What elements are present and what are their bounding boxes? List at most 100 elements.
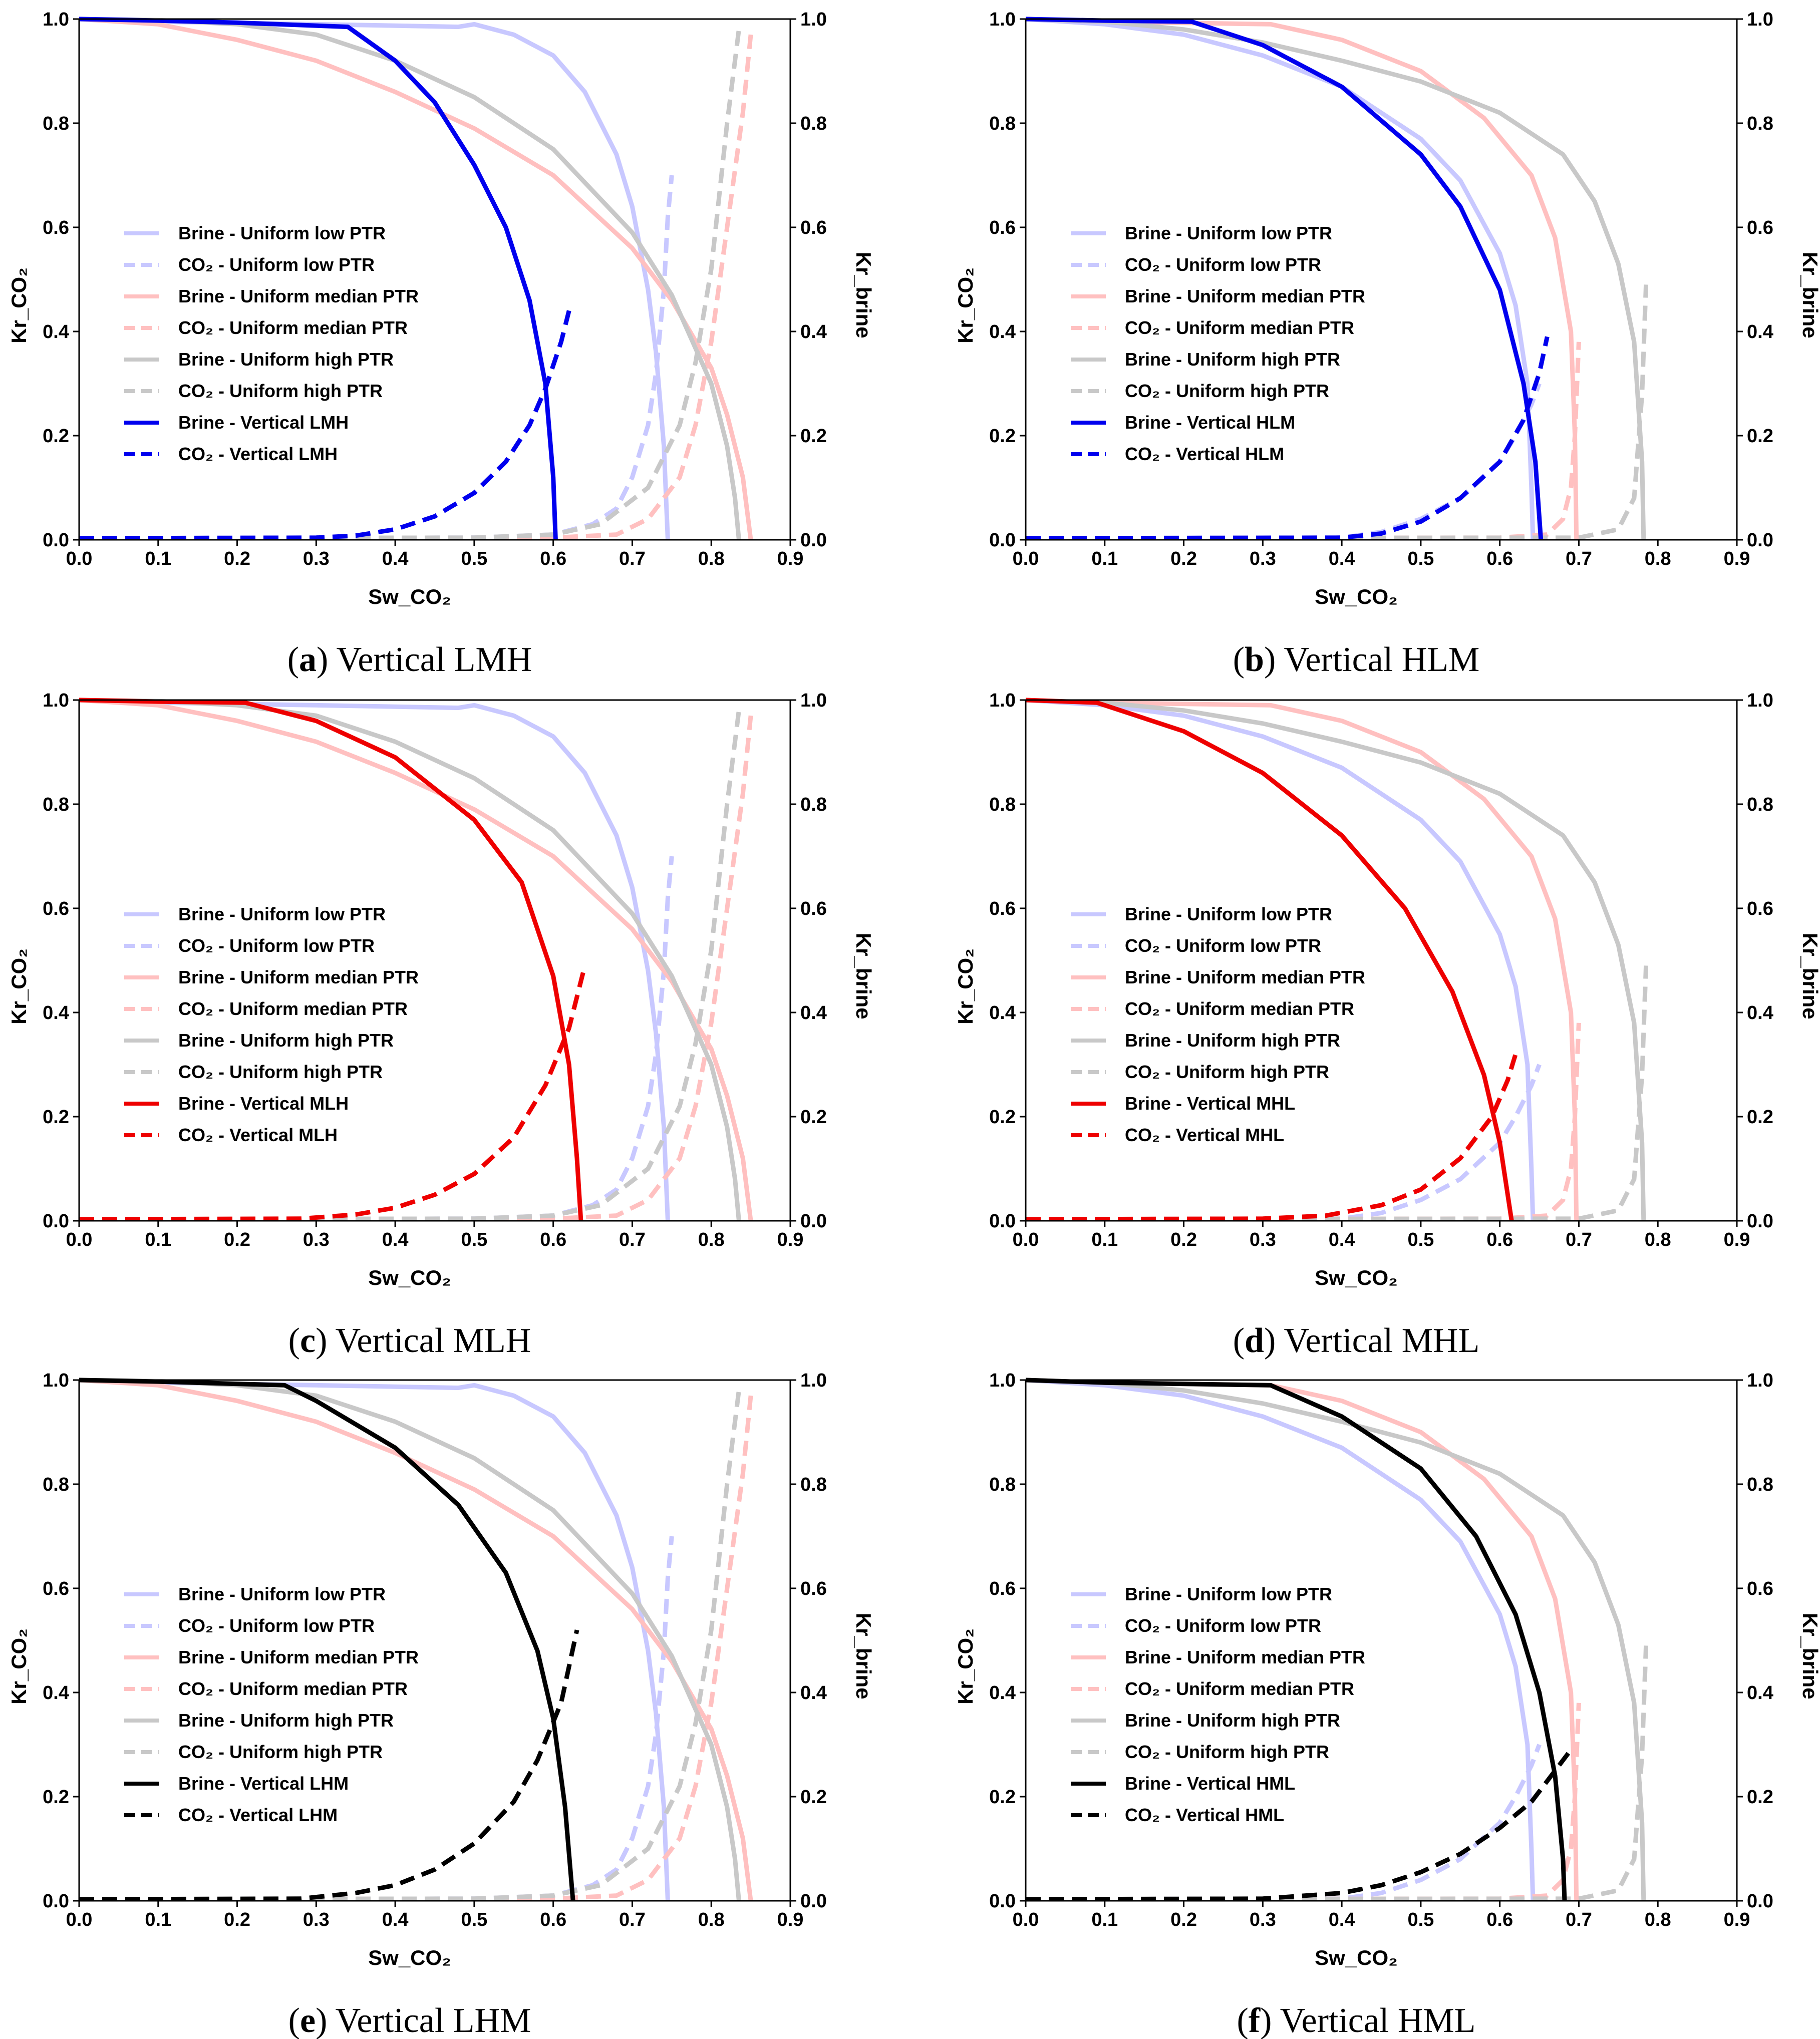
caption-text: Vertical LHM xyxy=(336,2001,531,2039)
y-tick-label-left: 0.0 xyxy=(989,1891,1016,1912)
legend-label: CO₂ - Vertical MHL xyxy=(1125,1125,1284,1145)
x-tick-label: 0.0 xyxy=(1013,1909,1039,1930)
y-tick-label-left: 0.0 xyxy=(43,1891,69,1912)
panel-caption: (a) Vertical LMH xyxy=(287,640,532,679)
y-tick-label-left: 1.0 xyxy=(43,690,69,711)
caption-close-paren: ) xyxy=(316,2001,336,2039)
x-tick-label: 0.2 xyxy=(1170,1229,1197,1250)
legend-label: CO₂ - Uniform low PTR xyxy=(1125,935,1321,956)
legend-label: CO₂ - Uniform high PTR xyxy=(1125,1742,1329,1762)
series-line-co2-7 xyxy=(1025,336,1550,541)
caption-letter: f xyxy=(1249,2001,1261,2039)
series-line-co2-5 xyxy=(1025,284,1649,541)
x-tick-label: 0.6 xyxy=(1486,548,1513,569)
y-tick-label-left: 0.6 xyxy=(43,1578,69,1599)
y-tick-label-left: 0.2 xyxy=(43,426,69,447)
x-tick-label: 0.2 xyxy=(1170,1909,1197,1930)
x-tick-label: 0.1 xyxy=(145,1229,171,1250)
x-tick-label: 0.3 xyxy=(1250,1909,1276,1930)
y-tick-label-left: 0.4 xyxy=(989,321,1016,343)
x-tick-label: 0.8 xyxy=(698,1229,725,1250)
x-tick-label: 0.9 xyxy=(1724,1909,1750,1930)
series-line-brine-2 xyxy=(1025,698,1579,1221)
legend-label: CO₂ - Vertical HML xyxy=(1125,1805,1284,1825)
series-line-brine-0 xyxy=(1025,698,1536,1221)
y-tick-label-left: 1.0 xyxy=(989,1370,1016,1391)
legend-label: Brine - Uniform low PTR xyxy=(1125,904,1332,924)
y-tick-label-left: 0.2 xyxy=(989,426,1016,447)
x-tick-label: 0.8 xyxy=(1645,1229,1671,1250)
legend-label: CO₂ - Uniform median PTR xyxy=(178,998,408,1019)
x-tick-label: 0.6 xyxy=(1486,1229,1513,1250)
y-tick-label-left: 0.2 xyxy=(989,1787,1016,1808)
y-axis-title-right: Kr_brine xyxy=(852,1613,875,1700)
legend-label: CO₂ - Uniform low PTR xyxy=(178,1615,375,1636)
legend-label: CO₂ - Uniform high PTR xyxy=(1125,381,1329,401)
y-tick-label-left: 1.0 xyxy=(43,1370,69,1391)
y-tick-label-right: 1.0 xyxy=(800,9,827,30)
x-tick-label: 0.5 xyxy=(1407,1229,1434,1250)
chart-panel-b: 0.0 0.1 0.2 0.3 0.4 0.5 0.6 0.7 0.8 0.90.0 0.00.2 0… xyxy=(954,9,1820,679)
series-line-co2-5 xyxy=(1025,1645,1649,1902)
chart-panel-a: 0.0 0.1 0.2 0.3 0.4 0.5 0.6 0.7 0.8 0.90.0 0.00.2 0… xyxy=(7,9,875,679)
y-tick-label-right: 0.2 xyxy=(1747,1107,1773,1128)
y-tick-label-right: 0.8 xyxy=(1747,113,1773,134)
y-axis-title-left: Kr_CO₂ xyxy=(954,267,977,344)
y-tick-label-right: 0.8 xyxy=(800,113,827,134)
x-tick-label: 0.3 xyxy=(1250,548,1276,569)
y-tick-label-right: 0.6 xyxy=(1747,1578,1773,1599)
series-line-brine-6 xyxy=(79,17,558,540)
plot-area xyxy=(1026,1380,1737,1901)
x-tick-label: 0.8 xyxy=(1645,1909,1671,1930)
y-tick-label-left: 0.0 xyxy=(43,1211,69,1232)
y-tick-label-left: 0.8 xyxy=(43,113,69,134)
legend-label: Brine - Uniform median PTR xyxy=(178,1647,419,1667)
y-axis-title-left: Kr_CO₂ xyxy=(7,1628,31,1705)
y-axis-title-left: Kr_CO₂ xyxy=(7,948,31,1025)
legend: Brine - Uniform low PTR CO₂ - Uniform low… xyxy=(1071,904,1365,1145)
x-tick-label: 0.0 xyxy=(66,1229,93,1250)
caption-close-paren: ) xyxy=(1264,1321,1284,1360)
legend-label: CO₂ - Uniform high PTR xyxy=(1125,1062,1329,1082)
y-axis-title-left: Kr_CO₂ xyxy=(7,267,31,344)
series-line-co2-5 xyxy=(1025,965,1649,1222)
legend-label: Brine - Uniform low PTR xyxy=(1125,223,1332,243)
series-line-co2-5 xyxy=(79,710,741,1222)
series-line-co2-3 xyxy=(79,715,753,1222)
plot-frame xyxy=(1025,18,1738,541)
y-tick-label-right: 1.0 xyxy=(1747,1370,1773,1391)
x-tick-label: 0.9 xyxy=(1724,548,1750,569)
x-tick-label: 0.8 xyxy=(698,548,725,569)
y-tick-label-right: 0.0 xyxy=(1747,530,1773,551)
x-tick-label: 0.4 xyxy=(1329,1229,1355,1250)
x-tick-label: 0.3 xyxy=(303,1909,330,1930)
x-tick-label: 0.6 xyxy=(1486,1909,1513,1930)
series-group xyxy=(79,698,753,1222)
x-tick-label: 0.7 xyxy=(619,1909,646,1930)
x-axis-title: Sw_CO₂ xyxy=(368,1266,451,1289)
y-tick-label-right: 0.4 xyxy=(1747,1002,1773,1024)
y-tick-label-left: 0.4 xyxy=(43,1002,69,1024)
legend-label: CO₂ - Uniform median PTR xyxy=(178,317,408,338)
x-tick-label: 0.5 xyxy=(1407,548,1434,569)
legend-label: CO₂ - Vertical MLH xyxy=(178,1125,338,1145)
series-line-brine-0 xyxy=(79,1378,670,1901)
series-line-brine-2 xyxy=(79,17,753,540)
legend-label: Brine - Uniform median PTR xyxy=(178,967,419,987)
caption-letter: d xyxy=(1245,1321,1264,1360)
legend-label: Brine - Uniform median PTR xyxy=(1125,967,1365,987)
caption-close-paren: ) xyxy=(1264,640,1284,679)
legend-label: Brine - Uniform low PTR xyxy=(178,223,386,243)
legend-label: CO₂ - Vertical LHM xyxy=(178,1805,338,1825)
y-tick-label-right: 0.4 xyxy=(1747,321,1773,343)
chart-panel-e: 0.0 0.1 0.2 0.3 0.4 0.5 0.6 0.7 0.8 0.90.0 0.00.2 0… xyxy=(7,1370,875,2039)
x-tick-label: 0.3 xyxy=(1250,1229,1276,1250)
x-tick-label: 0.9 xyxy=(1724,1229,1750,1250)
legend-label: Brine - Uniform high PTR xyxy=(178,1030,394,1051)
legend-label: Brine - Vertical HML xyxy=(1125,1773,1295,1794)
caption-text: Vertical MLH xyxy=(336,1321,531,1360)
caption-close-paren: ) xyxy=(317,640,337,679)
x-tick-label: 0.6 xyxy=(540,1229,566,1250)
series-group xyxy=(1025,17,1649,541)
legend-label: Brine - Uniform high PTR xyxy=(178,1710,394,1731)
